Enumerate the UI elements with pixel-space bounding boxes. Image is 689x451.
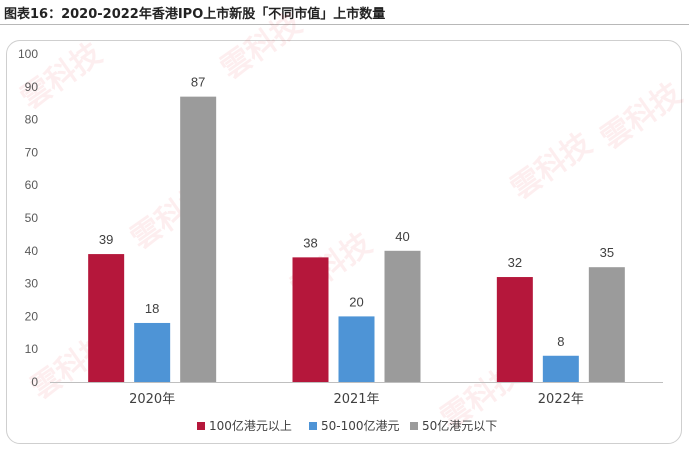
x-axis: 2020年 2021年 2022年 <box>50 382 663 407</box>
y-tick-label: 0 <box>31 375 38 389</box>
data-label: 38 <box>303 235 317 250</box>
bar <box>134 322 171 382</box>
data-label: 40 <box>395 229 409 244</box>
bar <box>496 277 533 382</box>
legend-label: 50亿港元以下 <box>422 418 497 433</box>
y-tick-label: 100 <box>18 47 38 61</box>
figure-title: 图表16：2020-2022年香港IPO上市新股「不同市值」上市数量 <box>4 7 386 22</box>
legend-label: 50-100亿港元 <box>321 418 400 433</box>
y-tick-label: 60 <box>25 178 39 192</box>
y-tick-label: 50 <box>25 211 39 225</box>
y-tick-label: 40 <box>25 244 39 258</box>
legend-label: 100亿港元以上 <box>209 418 292 433</box>
bar <box>384 250 421 382</box>
y-tick-label: 90 <box>25 80 39 94</box>
bar-series <box>88 96 625 382</box>
legend: 100亿港元以上 50-100亿港元 50亿港元以下 <box>197 418 497 433</box>
data-label: 18 <box>145 301 159 316</box>
legend-swatch <box>197 422 205 430</box>
y-tick-label: 20 <box>25 309 39 323</box>
bar <box>338 316 375 382</box>
bar <box>588 267 625 382</box>
y-axis: 0 10 20 30 40 50 60 70 80 90 100 <box>18 47 38 389</box>
x-category-label: 2021年 <box>333 392 379 407</box>
legend-swatch <box>410 422 418 430</box>
legend-swatch <box>309 422 317 430</box>
bar <box>292 257 329 382</box>
title-divider <box>0 24 689 25</box>
watermark-logo: 雲科技 <box>505 126 599 206</box>
data-label: 20 <box>349 294 363 309</box>
data-label: 87 <box>191 75 205 90</box>
x-category-label: 2020年 <box>129 392 175 407</box>
watermark-logo: 雲科技 <box>595 76 689 156</box>
bar <box>88 254 125 382</box>
y-tick-label: 80 <box>25 113 39 127</box>
data-label: 35 <box>600 245 614 260</box>
watermark-logo: 雲科技 <box>215 6 309 86</box>
x-category-label: 2022年 <box>538 392 584 407</box>
data-label: 8 <box>557 334 564 349</box>
bar <box>180 96 217 382</box>
y-tick-label: 30 <box>25 277 39 291</box>
bar <box>542 355 579 382</box>
data-label: 39 <box>99 232 113 247</box>
y-tick-label: 10 <box>25 342 39 356</box>
y-tick-label: 70 <box>25 145 39 159</box>
data-label: 32 <box>508 255 522 270</box>
data-labels: 39 18 87 38 20 40 32 8 35 <box>99 75 614 349</box>
